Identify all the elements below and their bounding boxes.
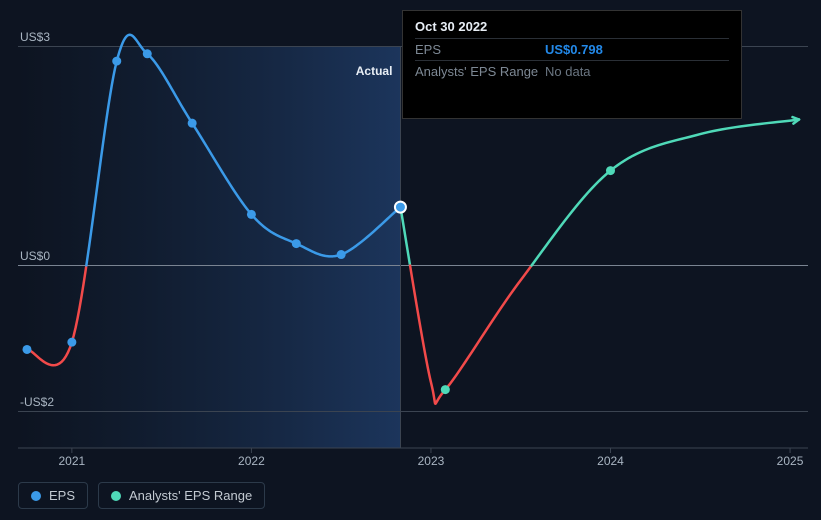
chart-legend: EPS Analysts' EPS Range [18, 482, 265, 509]
x-tick-label: 2023 [418, 454, 445, 468]
tooltip-value: No data [545, 64, 591, 79]
y-tick-label: -US$2 [20, 395, 54, 409]
x-tick-label: 2025 [777, 454, 804, 468]
tooltip-date: Oct 30 2022 [415, 19, 729, 34]
x-tick-label: 2022 [238, 454, 265, 468]
x-tick-label: 2021 [59, 454, 86, 468]
chart-tooltip: Oct 30 2022 EPS US$0.798 Analysts' EPS R… [402, 10, 742, 119]
legend-item-eps-range[interactable]: Analysts' EPS Range [98, 482, 265, 509]
tooltip-value: US$0.798 [545, 42, 603, 57]
legend-swatch [31, 491, 41, 501]
x-tick-label: 2024 [597, 454, 624, 468]
y-tick-label: US$0 [20, 249, 50, 263]
eps-chart: -US$2 US$0 US$3 2021 2022 2023 2024 2025… [0, 0, 821, 520]
legend-swatch [111, 491, 121, 501]
tooltip-key: Analysts' EPS Range [415, 64, 545, 79]
legend-label: EPS [49, 488, 75, 503]
region-label-actual: Actual [356, 64, 393, 78]
y-tick-label: US$3 [20, 30, 50, 44]
legend-item-eps[interactable]: EPS [18, 482, 88, 509]
legend-label: Analysts' EPS Range [129, 488, 252, 503]
tooltip-key: EPS [415, 42, 545, 57]
